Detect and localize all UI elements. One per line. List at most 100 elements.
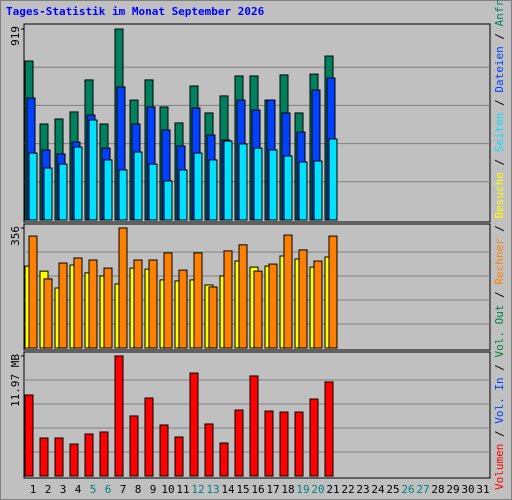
bar xyxy=(313,160,323,221)
legend-entry: Seiten xyxy=(493,112,506,152)
bar xyxy=(324,381,334,477)
bar xyxy=(28,152,38,221)
bar xyxy=(43,278,53,349)
x-tick-label: 16 xyxy=(251,483,264,496)
chart-title: Tages-Statistik im Monat September 2026 xyxy=(6,5,265,18)
x-tick-label: 3 xyxy=(60,483,67,496)
bar xyxy=(88,119,98,221)
legend-separator: / xyxy=(493,26,506,46)
bar xyxy=(163,252,173,349)
x-tick-label: 8 xyxy=(135,483,142,496)
bar xyxy=(264,410,274,477)
legend-entry: Besuche xyxy=(493,172,506,218)
bar xyxy=(283,234,293,349)
bar xyxy=(208,159,218,221)
x-tick-label: 29 xyxy=(446,483,459,496)
bar xyxy=(43,167,53,221)
bar xyxy=(313,260,323,349)
bar xyxy=(268,263,278,349)
bar xyxy=(298,161,308,221)
x-tick-label: 4 xyxy=(75,483,82,496)
x-tick-label: 22 xyxy=(341,483,354,496)
bar xyxy=(238,244,248,349)
bar xyxy=(133,151,143,221)
bar xyxy=(268,149,278,221)
bar xyxy=(24,394,34,477)
x-tick-label: 2 xyxy=(45,483,52,496)
legend-entry: Volumen xyxy=(493,444,506,490)
x-tick-label: 18 xyxy=(281,483,294,496)
legend-separator: / xyxy=(493,152,506,172)
x-tick-label: 31 xyxy=(476,483,489,496)
bar xyxy=(148,259,158,349)
bar xyxy=(148,163,158,221)
y-tick-label: 356 xyxy=(9,226,22,246)
bar xyxy=(73,146,83,221)
bar xyxy=(294,411,304,477)
bar xyxy=(88,259,98,349)
bar xyxy=(309,398,319,477)
bar xyxy=(103,159,113,221)
bar xyxy=(219,442,229,477)
x-tick-label: 25 xyxy=(386,483,399,496)
x-tick-label: 14 xyxy=(221,483,235,496)
x-tick-label: 10 xyxy=(161,483,174,496)
x-tick-label: 30 xyxy=(461,483,474,496)
bar xyxy=(249,375,259,477)
bar xyxy=(208,286,218,349)
legend: Volumen / Vol. In / Vol. Out / Rechner /… xyxy=(493,0,506,490)
bar xyxy=(193,152,203,221)
bar xyxy=(54,437,64,477)
bar xyxy=(28,235,38,349)
bar xyxy=(114,355,124,477)
x-tick-label: 27 xyxy=(416,483,429,496)
bar xyxy=(73,257,83,349)
x-tick-label: 24 xyxy=(371,483,385,496)
bar xyxy=(103,267,113,349)
bar xyxy=(189,372,199,477)
bar xyxy=(328,235,338,349)
x-tick-label: 12 xyxy=(191,483,204,496)
bar xyxy=(298,249,308,349)
x-tick-label: 20 xyxy=(311,483,324,496)
bar xyxy=(178,169,188,221)
x-tick-label: 23 xyxy=(356,483,369,496)
bar xyxy=(174,436,184,477)
bar xyxy=(118,169,128,221)
x-tick-label: 21 xyxy=(326,483,339,496)
bar xyxy=(144,397,154,477)
bar xyxy=(253,270,263,349)
legend-separator: / xyxy=(493,93,506,113)
bar xyxy=(328,138,338,221)
bar xyxy=(283,155,293,221)
x-tick-label: 9 xyxy=(150,483,157,496)
y-tick-label: 11.97 MB xyxy=(9,354,22,407)
bar xyxy=(193,252,203,349)
bar xyxy=(178,269,188,349)
bar xyxy=(279,411,289,477)
bar xyxy=(84,433,94,477)
bar xyxy=(163,180,173,221)
bar xyxy=(223,140,233,221)
bar xyxy=(129,415,139,477)
bar xyxy=(58,163,68,221)
x-tick-label: 28 xyxy=(431,483,444,496)
bar xyxy=(133,259,143,349)
legend-separator: / xyxy=(493,358,506,378)
bar xyxy=(253,147,263,221)
x-tick-label: 26 xyxy=(401,483,414,496)
x-tick-label: 7 xyxy=(120,483,127,496)
bar xyxy=(159,424,169,477)
legend-entry: Vol. In xyxy=(493,377,506,423)
x-tick-label: 15 xyxy=(236,483,249,496)
x-tick-label: 11 xyxy=(176,483,189,496)
bar xyxy=(69,443,79,477)
x-tick-label: 17 xyxy=(266,483,279,496)
legend-separator: / xyxy=(493,285,506,305)
bar xyxy=(39,437,49,477)
legend-entry: Dateien xyxy=(493,46,506,92)
bar xyxy=(223,250,233,349)
legend-entry: Rechner xyxy=(493,238,506,285)
bar xyxy=(234,409,244,477)
